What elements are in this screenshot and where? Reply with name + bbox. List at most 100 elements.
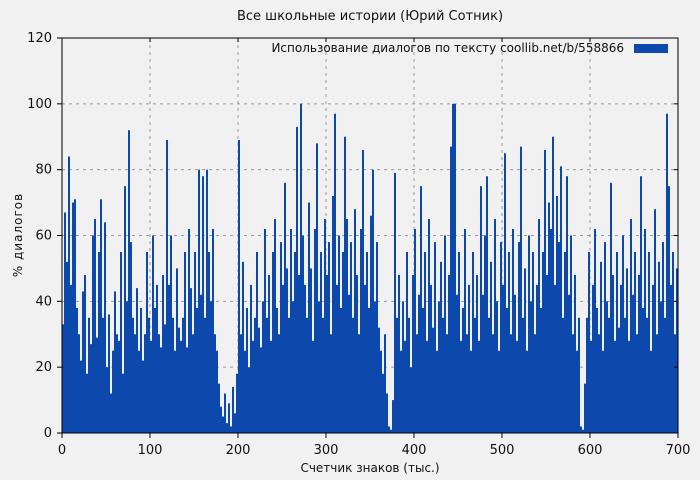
bar <box>444 235 446 433</box>
bar <box>666 113 668 434</box>
bar <box>198 169 200 434</box>
bar <box>476 275 478 433</box>
bar <box>378 327 380 433</box>
bar <box>298 275 300 433</box>
bar <box>432 327 434 433</box>
bar <box>628 340 630 433</box>
bar <box>388 426 390 433</box>
bar <box>584 383 586 434</box>
bar <box>652 284 654 434</box>
bar <box>390 429 392 433</box>
bar <box>244 350 246 433</box>
x-tick-label: 600 <box>578 443 603 458</box>
bar <box>218 383 220 434</box>
bar <box>216 350 218 433</box>
bar <box>490 261 492 433</box>
bar <box>572 334 574 433</box>
bar <box>566 176 568 433</box>
bar <box>358 334 360 433</box>
bar <box>592 284 594 434</box>
bar <box>356 275 358 433</box>
bar <box>412 275 414 433</box>
bar <box>310 268 312 433</box>
bar <box>434 242 436 433</box>
bar <box>170 235 172 433</box>
bar <box>580 426 582 433</box>
bar <box>526 350 528 433</box>
bar <box>508 251 510 433</box>
bar <box>178 327 180 433</box>
bar <box>82 291 84 433</box>
bar <box>632 294 634 433</box>
bar <box>586 317 588 433</box>
bar <box>350 242 352 433</box>
bar <box>446 334 448 433</box>
bar <box>598 334 600 433</box>
bar <box>450 146 452 434</box>
bar <box>110 393 112 433</box>
bar <box>398 275 400 433</box>
bar <box>546 275 548 433</box>
bar <box>132 317 134 433</box>
bar <box>212 228 214 433</box>
bar <box>660 301 662 433</box>
bar <box>470 350 472 433</box>
bar <box>276 307 278 433</box>
y-tick-label: 120 <box>27 31 52 46</box>
bar <box>462 307 464 433</box>
bar <box>574 275 576 433</box>
bar <box>402 301 404 433</box>
bar <box>576 350 578 433</box>
bar <box>538 219 540 433</box>
bar <box>62 324 64 434</box>
bar <box>636 334 638 433</box>
bar <box>428 219 430 433</box>
bar <box>420 186 422 434</box>
bar <box>670 284 672 434</box>
bar <box>414 228 416 433</box>
bar <box>540 307 542 433</box>
bar <box>156 284 158 434</box>
y-tick-label: 80 <box>35 163 52 178</box>
bar <box>622 235 624 433</box>
bar <box>210 301 212 433</box>
bar <box>282 284 284 434</box>
bar <box>366 251 368 433</box>
bar <box>360 228 362 433</box>
bar <box>92 235 94 433</box>
bar <box>336 284 338 434</box>
bar <box>440 261 442 433</box>
bar <box>658 261 660 433</box>
bar <box>270 340 272 433</box>
bar <box>664 317 666 433</box>
bar <box>172 317 174 433</box>
bar <box>422 307 424 433</box>
bar <box>322 317 324 433</box>
bar <box>316 143 318 433</box>
bar <box>312 340 314 433</box>
bar <box>208 251 210 433</box>
bar <box>638 275 640 433</box>
bar <box>626 268 628 433</box>
bar <box>286 268 288 433</box>
bar <box>530 301 532 433</box>
bar <box>382 373 384 433</box>
bar <box>596 307 598 433</box>
chart-title: Все школьные истории (Юрий Сотник) <box>236 9 504 24</box>
bar <box>98 251 100 433</box>
bar <box>496 301 498 433</box>
bar <box>554 284 556 434</box>
bar <box>560 166 562 434</box>
bar <box>78 334 80 433</box>
bar <box>182 317 184 433</box>
bar <box>146 251 148 433</box>
bar <box>406 251 408 433</box>
bar <box>306 317 308 433</box>
bar <box>76 307 78 433</box>
bar <box>94 219 96 433</box>
bar <box>202 176 204 433</box>
bar <box>524 268 526 433</box>
bar <box>346 219 348 433</box>
bar <box>86 373 88 433</box>
